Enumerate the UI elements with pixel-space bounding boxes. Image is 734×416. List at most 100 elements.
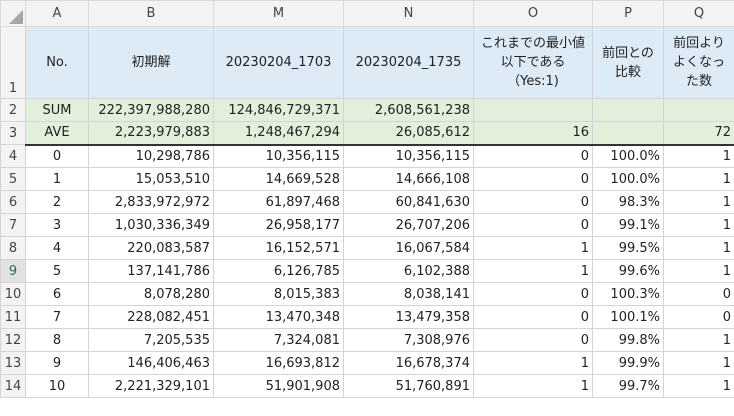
cell-q[interactable]: 0: [663, 282, 734, 306]
cell-b[interactable]: 10,298,786: [88, 144, 214, 168]
ave-p-cell[interactable]: [592, 121, 664, 146]
row-header[interactable]: 14: [0, 374, 26, 398]
cell-m[interactable]: 8,015,383: [213, 282, 344, 306]
cell-o[interactable]: 0: [473, 190, 593, 214]
cell-p[interactable]: 99.9%: [592, 351, 664, 375]
row-header[interactable]: 9: [0, 259, 26, 283]
cell-q[interactable]: 1: [663, 259, 734, 283]
row-header[interactable]: 10: [0, 282, 26, 306]
cell-o[interactable]: 0: [473, 213, 593, 237]
cell-m[interactable]: 51,901,908: [213, 374, 344, 398]
row-header[interactable]: 13: [0, 351, 26, 375]
row-header[interactable]: 2: [0, 98, 26, 122]
cell-m[interactable]: 10,356,115: [213, 144, 344, 168]
cell-a[interactable]: 7: [25, 305, 89, 329]
cell-o[interactable]: 0: [473, 167, 593, 191]
cell-m[interactable]: 61,897,468: [213, 190, 344, 214]
cell-m[interactable]: 26,958,177: [213, 213, 344, 237]
row-header[interactable]: 11: [0, 305, 26, 329]
cell-q[interactable]: 1: [663, 167, 734, 191]
cell-q[interactable]: 1: [663, 144, 734, 168]
cell-n[interactable]: 16,678,374: [343, 351, 474, 375]
row-header[interactable]: 4: [0, 144, 26, 168]
cell-a[interactable]: 9: [25, 351, 89, 375]
sum-p-cell[interactable]: [592, 98, 664, 122]
cell-n[interactable]: 26,707,206: [343, 213, 474, 237]
header-cell-improved-count[interactable]: 前回よりよくなった数: [663, 26, 734, 99]
cell-o[interactable]: 0: [473, 328, 593, 352]
cell-p[interactable]: 99.8%: [592, 328, 664, 352]
cell-q[interactable]: 1: [663, 236, 734, 260]
row-header[interactable]: 6: [0, 190, 26, 214]
header-cell-min-flag[interactable]: これまでの最小値以下である（Yes:1): [473, 26, 593, 99]
cell-n[interactable]: 6,102,388: [343, 259, 474, 283]
cell-o[interactable]: 1: [473, 351, 593, 375]
cell-a[interactable]: 0: [25, 144, 89, 168]
sum-b-cell[interactable]: 222,397,988,280: [88, 98, 214, 122]
row-header[interactable]: 8: [0, 236, 26, 260]
cell-n[interactable]: 14,666,108: [343, 167, 474, 191]
sum-n-cell[interactable]: 2,608,561,238: [343, 98, 474, 122]
cell-m[interactable]: 16,693,812: [213, 351, 344, 375]
ave-o-cell[interactable]: 16: [473, 121, 593, 146]
column-header-n[interactable]: N: [343, 0, 474, 27]
cell-b[interactable]: 220,083,587: [88, 236, 214, 260]
sum-o-cell[interactable]: [473, 98, 593, 122]
cell-a[interactable]: 5: [25, 259, 89, 283]
cell-m[interactable]: 7,324,081: [213, 328, 344, 352]
cell-o[interactable]: 1: [473, 259, 593, 283]
cell-b[interactable]: 1,030,336,349: [88, 213, 214, 237]
cell-o[interactable]: 0: [473, 305, 593, 329]
cell-n[interactable]: 16,067,584: [343, 236, 474, 260]
cell-b[interactable]: 137,141,786: [88, 259, 214, 283]
header-cell-compare[interactable]: 前回との比較: [592, 26, 664, 99]
row-header[interactable]: 5: [0, 167, 26, 191]
cell-p[interactable]: 100.0%: [592, 144, 664, 168]
cell-p[interactable]: 100.1%: [592, 305, 664, 329]
cell-q[interactable]: 1: [663, 374, 734, 398]
cell-m[interactable]: 16,152,571: [213, 236, 344, 260]
cell-a[interactable]: 8: [25, 328, 89, 352]
ave-m-cell[interactable]: 1,248,467,294: [213, 121, 344, 146]
ave-label-cell[interactable]: AVE: [25, 121, 89, 146]
cell-a[interactable]: 6: [25, 282, 89, 306]
cell-a[interactable]: 10: [25, 374, 89, 398]
ave-q-cell[interactable]: 72: [663, 121, 734, 146]
row-header[interactable]: 1: [0, 26, 26, 99]
cell-p[interactable]: 99.7%: [592, 374, 664, 398]
cell-q[interactable]: 1: [663, 351, 734, 375]
header-cell-n[interactable]: 20230204_1735: [343, 26, 474, 99]
cell-n[interactable]: 7,308,976: [343, 328, 474, 352]
cell-p[interactable]: 100.3%: [592, 282, 664, 306]
cell-o[interactable]: 1: [473, 374, 593, 398]
cell-b[interactable]: 2,221,329,101: [88, 374, 214, 398]
header-cell-initial[interactable]: 初期解: [88, 26, 214, 99]
column-header-q[interactable]: Q: [663, 0, 734, 27]
column-header-b[interactable]: B: [88, 0, 214, 27]
cell-n[interactable]: 13,479,358: [343, 305, 474, 329]
sum-q-cell[interactable]: [663, 98, 734, 122]
cell-p[interactable]: 100.0%: [592, 167, 664, 191]
cell-m[interactable]: 13,470,348: [213, 305, 344, 329]
cell-p[interactable]: 98.3%: [592, 190, 664, 214]
cell-n[interactable]: 8,038,141: [343, 282, 474, 306]
cell-b[interactable]: 15,053,510: [88, 167, 214, 191]
sum-m-cell[interactable]: 124,846,729,371: [213, 98, 344, 122]
column-header-m[interactable]: M: [213, 0, 344, 27]
column-header-a[interactable]: A: [25, 0, 89, 27]
cell-n[interactable]: 60,841,630: [343, 190, 474, 214]
column-header-o[interactable]: O: [473, 0, 593, 27]
cell-o[interactable]: 0: [473, 144, 593, 168]
ave-b-cell[interactable]: 2,223,979,883: [88, 121, 214, 146]
cell-n[interactable]: 10,356,115: [343, 144, 474, 168]
cell-b[interactable]: 228,082,451: [88, 305, 214, 329]
cell-a[interactable]: 1: [25, 167, 89, 191]
header-cell-no[interactable]: No.: [25, 26, 89, 99]
header-cell-m[interactable]: 20230204_1703: [213, 26, 344, 99]
column-header-p[interactable]: P: [592, 0, 664, 27]
cell-q[interactable]: 1: [663, 190, 734, 214]
cell-m[interactable]: 14,669,528: [213, 167, 344, 191]
cell-b[interactable]: 8,078,280: [88, 282, 214, 306]
select-all-corner[interactable]: [0, 0, 26, 27]
cell-b[interactable]: 7,205,535: [88, 328, 214, 352]
